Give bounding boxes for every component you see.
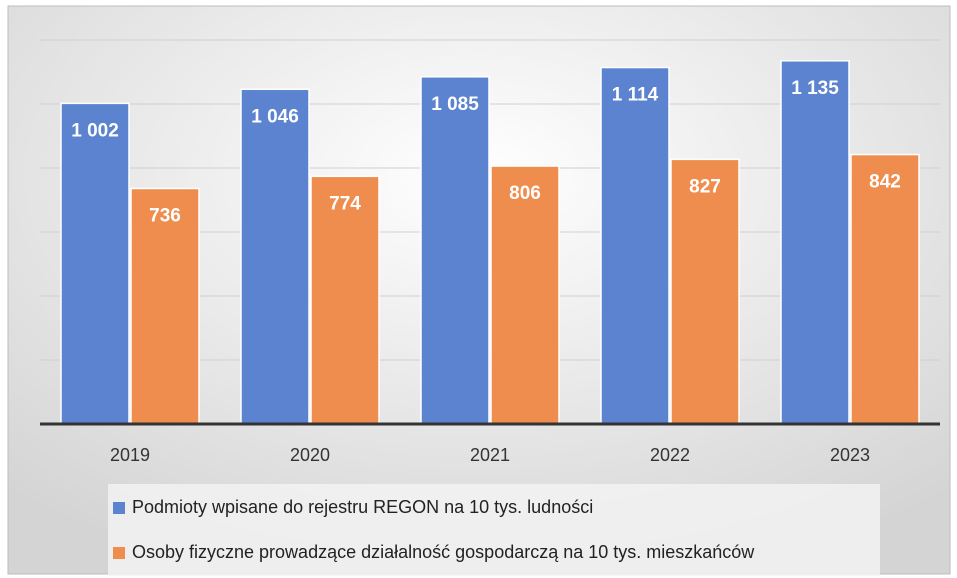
x-tick-label: 2023 bbox=[830, 445, 870, 465]
data-label: 1 002 bbox=[71, 120, 119, 141]
legend-label: Osoby fizyczne prowadzące działalność go… bbox=[132, 542, 755, 562]
data-label: 736 bbox=[149, 205, 181, 226]
x-tick-label: 2020 bbox=[290, 445, 330, 465]
bar bbox=[60, 102, 130, 425]
legend-swatch bbox=[113, 547, 125, 559]
bar bbox=[670, 158, 740, 425]
data-label: 1 114 bbox=[612, 85, 659, 106]
bar bbox=[420, 76, 490, 425]
bar bbox=[130, 187, 200, 425]
x-tick-label: 2019 bbox=[110, 445, 150, 465]
data-label: 842 bbox=[869, 172, 901, 193]
bar bbox=[490, 165, 560, 425]
data-label: 1 135 bbox=[791, 78, 839, 99]
x-tick-label: 2021 bbox=[470, 445, 510, 465]
legend-swatch bbox=[113, 502, 125, 514]
data-label: 774 bbox=[329, 193, 361, 214]
bar bbox=[780, 60, 850, 425]
legend-box bbox=[108, 484, 880, 576]
data-label: 1 085 bbox=[431, 94, 479, 115]
bar bbox=[240, 88, 310, 425]
data-label: 1 046 bbox=[251, 106, 299, 127]
x-tick-label: 2022 bbox=[650, 445, 690, 465]
data-label: 827 bbox=[689, 176, 721, 197]
bar bbox=[850, 153, 920, 425]
bar bbox=[600, 66, 670, 425]
data-label: 806 bbox=[509, 183, 541, 204]
legend-label: Podmioty wpisane do rejestru REGON na 10… bbox=[132, 497, 593, 517]
